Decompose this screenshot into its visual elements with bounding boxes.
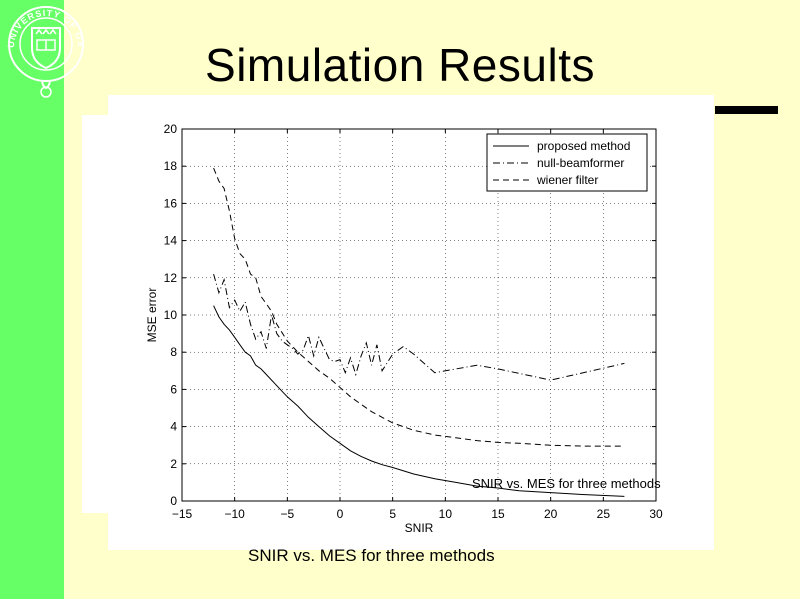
- title-rule: [715, 106, 778, 114]
- series-line-wiener-filter: [213, 167, 625, 447]
- x-tick-label: −10: [224, 507, 245, 521]
- figure-background-left: [82, 115, 122, 513]
- y-tick-label: 6: [170, 382, 177, 396]
- legend-label: proposed method: [537, 139, 630, 153]
- chart-annotation: SNIR vs. MES for three methods: [472, 476, 661, 491]
- x-tick-label: 0: [337, 507, 344, 521]
- y-tick-label: 10: [164, 308, 178, 322]
- x-tick-label: 5: [389, 507, 396, 521]
- y-tick-label: 16: [164, 196, 178, 210]
- y-tick-label: 8: [170, 345, 177, 359]
- series-line-null-beamformer: [213, 273, 625, 381]
- legend-label: null-beamformer: [537, 156, 624, 170]
- x-tick-label: 15: [491, 507, 505, 521]
- y-tick-label: 2: [170, 457, 177, 471]
- side-bar: [0, 0, 64, 599]
- x-tick-label: −5: [280, 507, 294, 521]
- x-tick-label: 30: [649, 507, 663, 521]
- x-axis-label: SNIR: [405, 521, 434, 535]
- series-line-proposed-method: [213, 305, 625, 497]
- y-axis-label: MSE error: [145, 288, 159, 343]
- y-tick-label: 18: [164, 159, 178, 173]
- x-tick-label: 20: [544, 507, 558, 521]
- x-tick-label: −15: [172, 507, 193, 521]
- y-tick-label: 14: [164, 234, 178, 248]
- oxford-crest-logo: UNIVERSITY OF OXFORD: [4, 4, 85, 98]
- axes-frame: [181, 128, 657, 502]
- y-tick-label: 20: [164, 122, 178, 136]
- y-tick-label: 12: [164, 271, 178, 285]
- x-tick-label: 10: [439, 507, 453, 521]
- figure-caption: SNIR vs. MES for three methods: [248, 546, 495, 565]
- y-tick-label: 4: [170, 420, 177, 434]
- y-tick-label: 0: [170, 494, 177, 508]
- x-tick-label: 25: [597, 507, 611, 521]
- slide-title: Simulation Results: [205, 39, 595, 91]
- legend-label: wiener filter: [536, 173, 598, 187]
